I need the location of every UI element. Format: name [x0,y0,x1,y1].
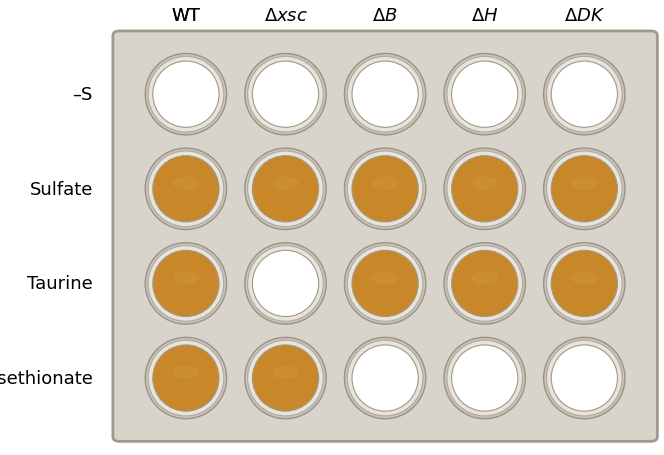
Ellipse shape [444,338,525,419]
Ellipse shape [452,157,518,222]
Ellipse shape [571,272,598,285]
FancyBboxPatch shape [113,32,657,441]
Ellipse shape [444,243,525,324]
Text: $\Delta$H: $\Delta$H [471,7,499,25]
Ellipse shape [148,57,224,133]
Ellipse shape [252,251,319,317]
Ellipse shape [546,246,622,322]
Ellipse shape [252,157,319,222]
Ellipse shape [447,340,523,416]
Text: $\Delta$B: $\Delta$B [373,7,398,25]
Ellipse shape [551,251,618,317]
Ellipse shape [153,62,219,128]
Ellipse shape [153,345,219,411]
Ellipse shape [352,62,418,128]
Ellipse shape [544,55,625,136]
Ellipse shape [347,152,423,227]
Ellipse shape [471,177,498,190]
Ellipse shape [551,345,618,411]
Ellipse shape [347,340,423,416]
Ellipse shape [345,338,426,419]
Ellipse shape [546,340,622,416]
Ellipse shape [148,340,224,416]
Ellipse shape [447,246,523,322]
Ellipse shape [345,149,426,230]
Text: $\Delta$DK: $\Delta$DK [564,7,605,25]
Ellipse shape [148,246,224,322]
Ellipse shape [173,366,199,379]
Ellipse shape [551,157,618,222]
Text: –S: –S [72,86,93,104]
Ellipse shape [352,157,418,222]
Ellipse shape [245,243,326,324]
Ellipse shape [145,55,226,136]
Ellipse shape [245,338,326,419]
Ellipse shape [252,62,319,128]
Ellipse shape [544,338,625,419]
Ellipse shape [347,57,423,133]
Ellipse shape [452,62,518,128]
Ellipse shape [452,345,518,411]
Ellipse shape [372,177,398,190]
Text: Sulfate: Sulfate [30,181,93,198]
Ellipse shape [444,55,525,136]
Ellipse shape [444,149,525,230]
Text: $\Delta$xsc: $\Delta$xsc [264,7,307,25]
Ellipse shape [447,57,523,133]
Ellipse shape [153,251,219,317]
Ellipse shape [544,243,625,324]
Ellipse shape [447,152,523,227]
Ellipse shape [471,272,498,285]
Ellipse shape [544,149,625,230]
Ellipse shape [546,57,622,133]
Text: WT: WT [171,7,201,25]
Ellipse shape [571,177,598,190]
Ellipse shape [148,152,224,227]
Ellipse shape [248,57,323,133]
Ellipse shape [345,55,426,136]
Ellipse shape [145,149,226,230]
Ellipse shape [145,243,226,324]
Ellipse shape [153,157,219,222]
Ellipse shape [173,177,199,190]
Text: Isethionate: Isethionate [0,369,93,387]
Text: Taurine: Taurine [27,275,93,293]
Ellipse shape [145,338,226,419]
Ellipse shape [252,345,319,411]
Ellipse shape [345,243,426,324]
Ellipse shape [245,55,326,136]
Ellipse shape [272,177,299,190]
Ellipse shape [173,272,199,285]
Ellipse shape [248,340,323,416]
Ellipse shape [551,62,618,128]
Ellipse shape [546,152,622,227]
Ellipse shape [347,246,423,322]
Ellipse shape [245,149,326,230]
Text: WT: WT [171,7,201,25]
Ellipse shape [248,152,323,227]
Ellipse shape [452,251,518,317]
Ellipse shape [352,345,418,411]
Ellipse shape [352,251,418,317]
Ellipse shape [372,272,398,285]
Ellipse shape [248,246,323,322]
Ellipse shape [272,366,299,379]
